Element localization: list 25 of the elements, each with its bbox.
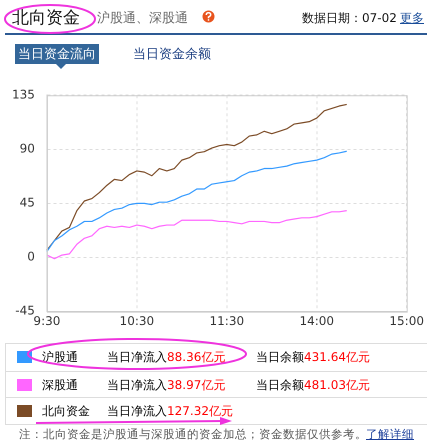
y-tick-label: 135 <box>12 87 35 102</box>
chart-title: 北向资金 <box>12 7 80 29</box>
x-tick-label: 11:30 <box>210 314 244 328</box>
text: 127.32亿元 <box>167 404 233 418</box>
y-tick-label: -45 <box>15 304 35 318</box>
x-tick-label: 9:30 <box>33 314 60 328</box>
text: 481.03亿元 <box>304 378 370 392</box>
text: 当日资金余额 <box>133 46 211 63</box>
text: 数据日期：07-02 <box>302 10 397 27</box>
text: 38.97亿元 <box>167 378 226 392</box>
x-tick-label: 10:30 <box>120 314 154 328</box>
x-tick-label: 15:00 <box>389 314 424 328</box>
text: 更多 <box>400 10 424 27</box>
legend-label: 北向资金 <box>42 403 90 420</box>
y-tick-label: 90 <box>20 141 35 156</box>
x-tick-label: 14:00 <box>299 314 334 328</box>
text: 88.36亿元 <box>167 350 226 364</box>
legend-label: 深股通 <box>42 376 78 394</box>
text: 注：北向资金是沪股通与深股通的资金加总；资金数据仅供参考。 <box>19 427 367 442</box>
text: 了解详细 <box>366 427 414 442</box>
text: 当日资金流向 <box>15 44 99 64</box>
text: 431.64亿元 <box>304 350 370 364</box>
y-tick-label: 0 <box>27 250 35 264</box>
chart-subtitle: 沪股通、深股通 <box>97 10 188 27</box>
y-tick-label: 45 <box>20 196 35 210</box>
